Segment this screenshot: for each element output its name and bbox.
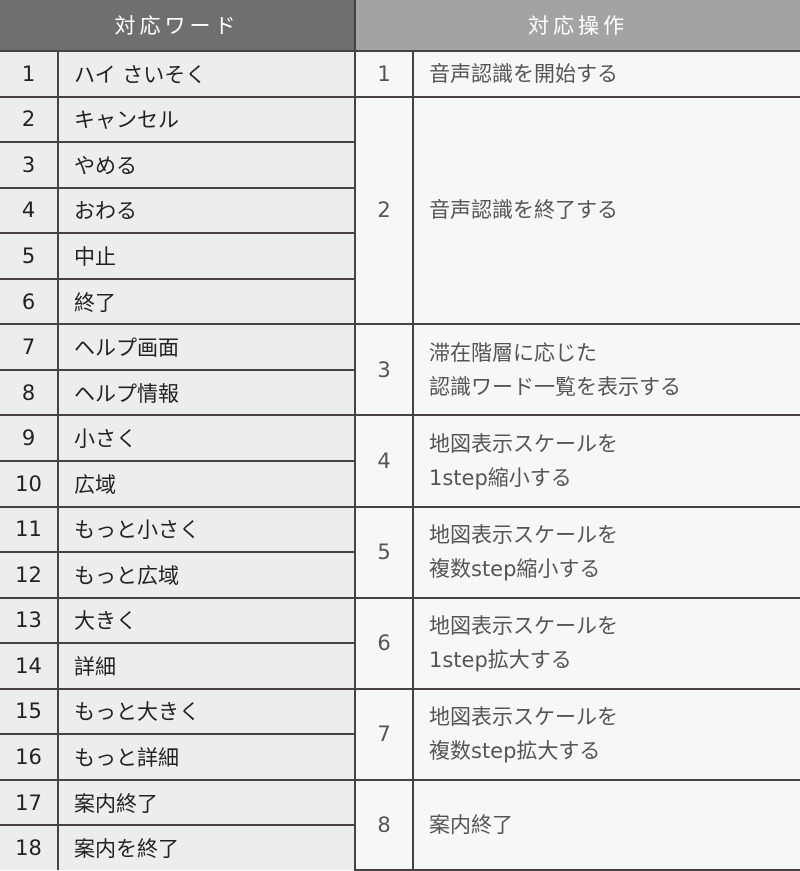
word-text: ヘルプ画面 [57, 323, 356, 371]
word-number: 5 [0, 232, 59, 280]
word-number: 6 [0, 277, 59, 326]
word-text: 大きく [57, 596, 356, 645]
header-actions: 対応操作 [354, 0, 800, 53]
action-number: 2 [354, 95, 414, 326]
action-line: 滞在階層に応じた [429, 340, 597, 365]
action-text: 案内終了 [412, 778, 800, 871]
word-text: もっと小さく [57, 505, 356, 554]
action-text: 地図表示スケールを 複数step拡大する [412, 687, 800, 781]
action-number: 8 [354, 778, 414, 871]
word-number: 4 [0, 186, 59, 235]
word-text: ヘルプ情報 [57, 368, 356, 417]
action-text: 音声認識を終了する [412, 95, 800, 326]
word-text: やめる [57, 141, 356, 189]
action-line: 複数step縮小する [429, 557, 601, 582]
table-row: 4 おわる [0, 186, 800, 235]
action-text: 地図表示スケールを 1step縮小する [412, 414, 800, 508]
word-number: 10 [0, 459, 59, 508]
table-row: 5 中止 [0, 232, 800, 280]
action-number: 6 [354, 596, 414, 690]
table-row: 6 終了 [0, 277, 800, 326]
word-number: 3 [0, 141, 59, 189]
action-number: 4 [354, 414, 414, 508]
table-row: 15 もっと大きく 7 地図表示スケールを 複数step拡大する [0, 687, 800, 781]
word-text: 中止 [57, 232, 356, 280]
action-line: 地図表示スケールを [429, 523, 618, 548]
action-line: 案内終了 [429, 812, 513, 837]
action-line: 地図表示スケールを [429, 614, 618, 639]
table-row: 13 大きく 6 地図表示スケールを 1step拡大する [0, 596, 800, 690]
word-text: 小さく [57, 414, 356, 462]
word-number: 12 [0, 551, 59, 599]
table-row: 12 もっと広域 [0, 551, 800, 599]
action-text: 滞在階層に応じた認識ワード一覧を表示する [412, 323, 800, 417]
word-number: 7 [0, 323, 59, 371]
action-number: 7 [354, 687, 414, 781]
action-number: 3 [354, 323, 414, 417]
table-row: 14 詳細 [0, 642, 800, 690]
word-text: もっと広域 [57, 551, 356, 599]
action-line: 音声認識を終了する [429, 198, 618, 223]
word-text: 詳細 [57, 642, 356, 690]
table-row: 9 小さく 4 地図表示スケールを 1step縮小する [0, 414, 800, 508]
word-text: おわる [57, 186, 356, 235]
action-text: 音声認識を開始する [412, 50, 800, 98]
word-number: 9 [0, 414, 59, 462]
table-row: 17 案内終了 8 案内終了 [0, 778, 800, 871]
action-line: 地図表示スケールを [429, 705, 618, 730]
word-number: 17 [0, 778, 59, 827]
word-number: 13 [0, 596, 59, 645]
action-line: 音声認識を開始する [429, 61, 618, 86]
table-row: 18 案内を終了 [0, 824, 800, 870]
header-row: 対応ワード 対応操作 [0, 0, 800, 53]
table-row: 16 もっと詳細 [0, 733, 800, 781]
word-number: 11 [0, 505, 59, 554]
word-text: もっと大きく [57, 687, 356, 736]
word-text: キャンセル [57, 95, 356, 144]
word-text: もっと詳細 [57, 733, 356, 781]
word-number: 8 [0, 368, 59, 417]
table-row: 10 広域 [0, 459, 800, 508]
action-number: 1 [354, 50, 414, 98]
action-line: 1step拡大する [429, 648, 572, 673]
word-text: 案内終了 [57, 778, 356, 827]
action-text: 地図表示スケールを 複数step縮小する [412, 505, 800, 599]
word-number: 16 [0, 733, 59, 781]
action-line: 1step縮小する [429, 465, 572, 490]
action-line: 複数step拡大する [429, 739, 601, 764]
word-number: 1 [0, 50, 59, 98]
header-words: 対応ワード [0, 0, 356, 53]
table-row: 3 やめる [0, 141, 800, 189]
action-text: 地図表示スケールを 1step拡大する [412, 596, 800, 690]
action-line: 地図表示スケールを [429, 431, 618, 456]
word-number: 2 [0, 95, 59, 144]
word-text: 終了 [57, 277, 356, 326]
word-number: 15 [0, 687, 59, 736]
table-row: 1 ハイ さいそく 1 音声認識を開始する [0, 50, 800, 98]
word-text: 案内を終了 [57, 824, 356, 870]
table-row: 8 ヘルプ情報 [0, 368, 800, 417]
word-number: 18 [0, 824, 59, 870]
word-text: 広域 [57, 459, 356, 508]
word-number: 14 [0, 642, 59, 690]
table-row: 11 もっと小さく 5 地図表示スケールを 複数step縮小する [0, 505, 800, 599]
table-row: 7 ヘルプ画面 3 滞在階層に応じた 認識ワード一覧を表示する [0, 323, 800, 417]
action-line: 認識ワード一覧を表示する [429, 374, 681, 399]
action-number: 5 [354, 505, 414, 599]
table-row: 2 キャンセル 2 音声認識を終了する [0, 95, 800, 326]
word-text: ハイ さいそく [57, 50, 356, 98]
